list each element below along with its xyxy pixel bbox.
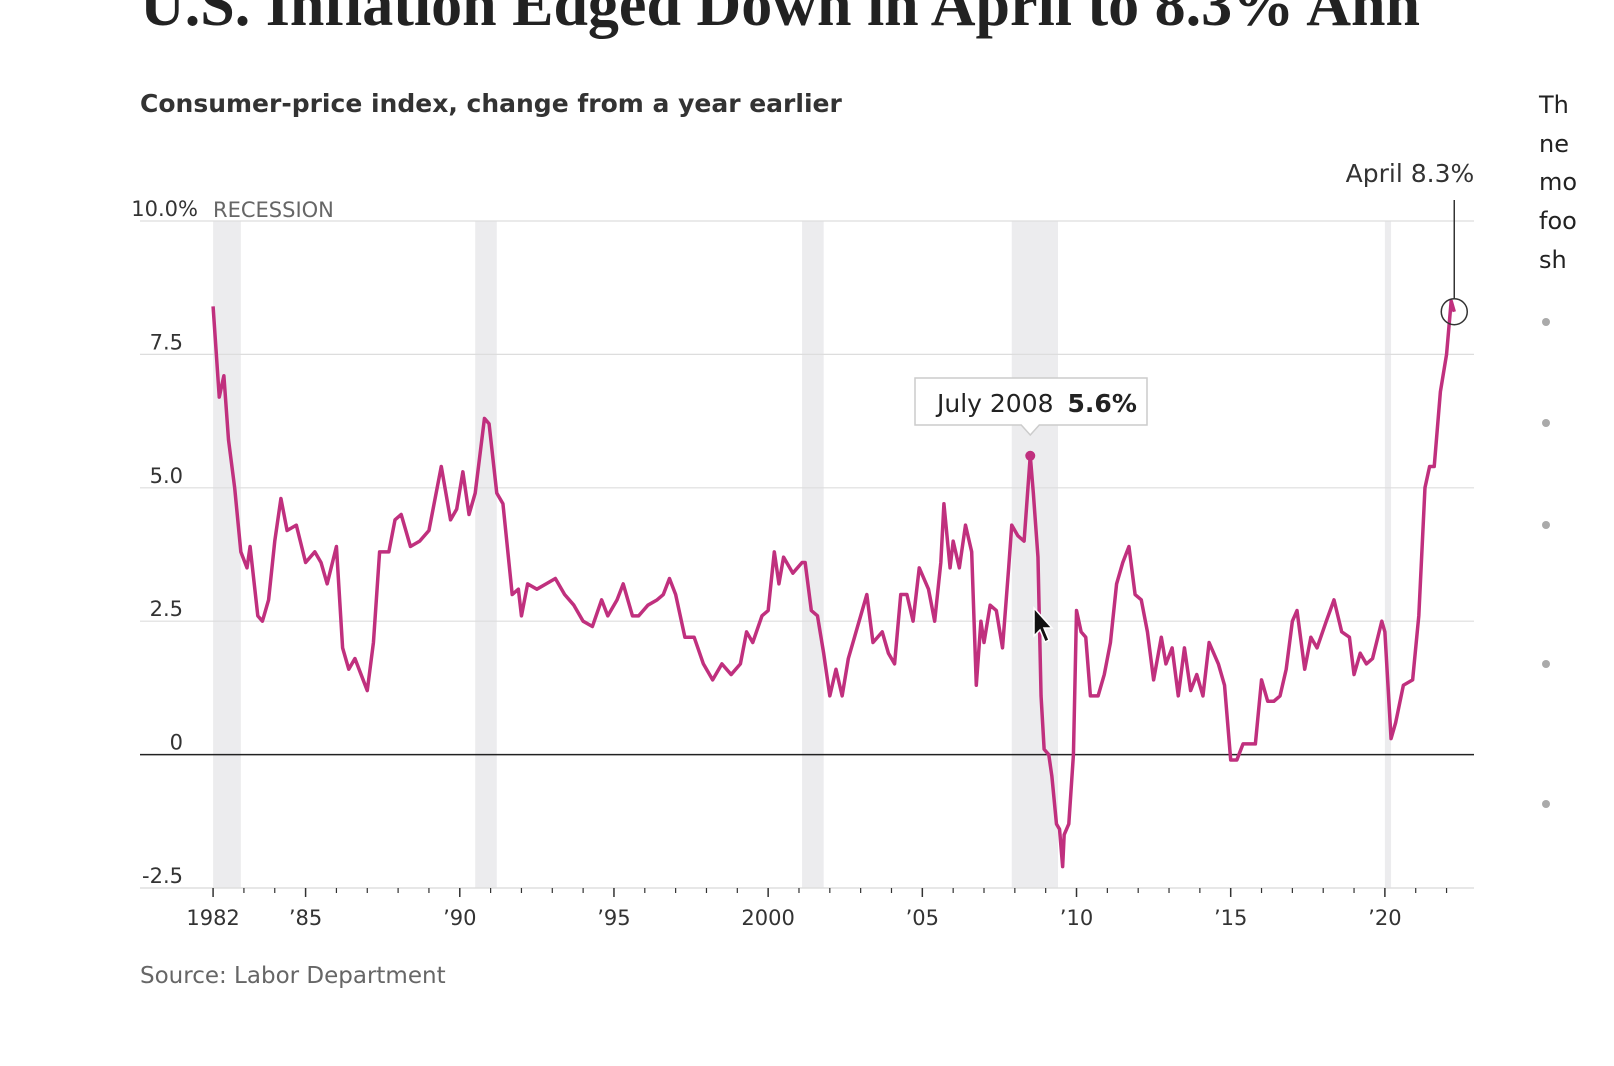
sidebar-line: Th <box>1539 91 1569 119</box>
tooltip-text: July 2008 5.6% <box>935 389 1137 418</box>
bullet <box>1542 521 1550 529</box>
annotation-circle <box>1440 297 1469 326</box>
x-tick-label: ’95 <box>597 906 630 930</box>
x-tick-label: ’10 <box>1060 906 1093 930</box>
x-tick-label: ’15 <box>1214 906 1247 930</box>
y-tick-label: 0 <box>170 731 183 755</box>
bullet <box>1542 660 1550 668</box>
tooltip-value: 5.6% <box>1068 389 1137 418</box>
bullet <box>1542 800 1550 808</box>
tooltip-date: July 2008 <box>935 389 1054 418</box>
recession-label: RECESSION <box>213 198 334 222</box>
recession-band <box>1384 221 1392 888</box>
highlight-point <box>1025 450 1036 461</box>
bullet <box>1542 318 1550 326</box>
x-tick-label: 2000 <box>741 906 794 930</box>
sidebar-bullets <box>1542 318 1550 808</box>
tooltip-box <box>914 377 1148 437</box>
x-tick-label: 1982 <box>186 906 239 930</box>
x-tick-label: ’05 <box>906 906 939 930</box>
x-tick-label: ’20 <box>1368 906 1401 930</box>
recession-band <box>1011 221 1059 888</box>
tooltip: July 2008 5.6% <box>914 377 1148 437</box>
x-tick-label: ’85 <box>289 906 322 930</box>
headline: U.S. Inflation Edged Down in April to 8.… <box>140 0 1420 39</box>
y-tick-label: 5.0 <box>150 464 183 488</box>
cpi-line <box>211 299 1456 869</box>
y-tick-label: 2.5 <box>150 597 183 621</box>
y-tick-label: -2.5 <box>142 864 183 888</box>
bullet <box>1542 419 1550 427</box>
source: Source: Labor Department <box>140 963 446 989</box>
sidebar-line: ne <box>1539 129 1569 158</box>
annotation-label: April 8.3% <box>1346 159 1475 188</box>
chart-subtitle: Consumer-price index, change from a year… <box>140 89 842 118</box>
x-tick-label: ’90 <box>443 906 476 930</box>
recession-band <box>802 221 824 888</box>
cursor <box>1033 606 1054 644</box>
y-tick-label: 10.0% <box>131 197 198 221</box>
sidebar-line: mo <box>1539 168 1578 197</box>
sidebar-line: foo <box>1539 207 1577 236</box>
sidebar: Th ne mo foo sh <box>1539 86 1577 280</box>
recession-band <box>475 221 497 888</box>
sidebar-line: sh <box>1539 245 1567 274</box>
y-tick-label: 7.5 <box>150 330 183 354</box>
recession-band <box>213 221 241 888</box>
